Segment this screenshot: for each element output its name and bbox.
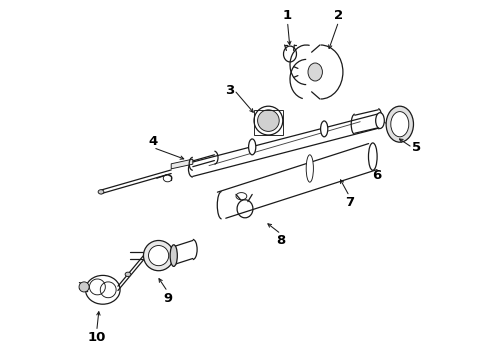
Ellipse shape [170,245,177,266]
Ellipse shape [254,106,283,135]
Ellipse shape [306,155,314,182]
Ellipse shape [376,113,384,129]
Text: 9: 9 [163,292,172,305]
Ellipse shape [79,282,89,292]
Ellipse shape [386,106,414,142]
Ellipse shape [391,112,409,137]
Text: 8: 8 [276,234,286,247]
Text: 6: 6 [372,169,381,182]
Ellipse shape [144,240,174,271]
Text: 10: 10 [88,331,106,344]
Text: 7: 7 [345,196,354,209]
Text: 5: 5 [413,141,421,154]
Ellipse shape [308,63,322,81]
Text: 1: 1 [283,9,292,22]
Ellipse shape [258,110,279,131]
Text: 4: 4 [148,135,158,148]
Text: 2: 2 [334,9,343,22]
Polygon shape [171,159,193,169]
Ellipse shape [368,143,377,170]
Ellipse shape [320,121,328,137]
Ellipse shape [98,190,104,194]
Ellipse shape [125,272,131,276]
Text: 3: 3 [225,84,234,96]
Ellipse shape [248,139,256,155]
Ellipse shape [148,246,169,266]
